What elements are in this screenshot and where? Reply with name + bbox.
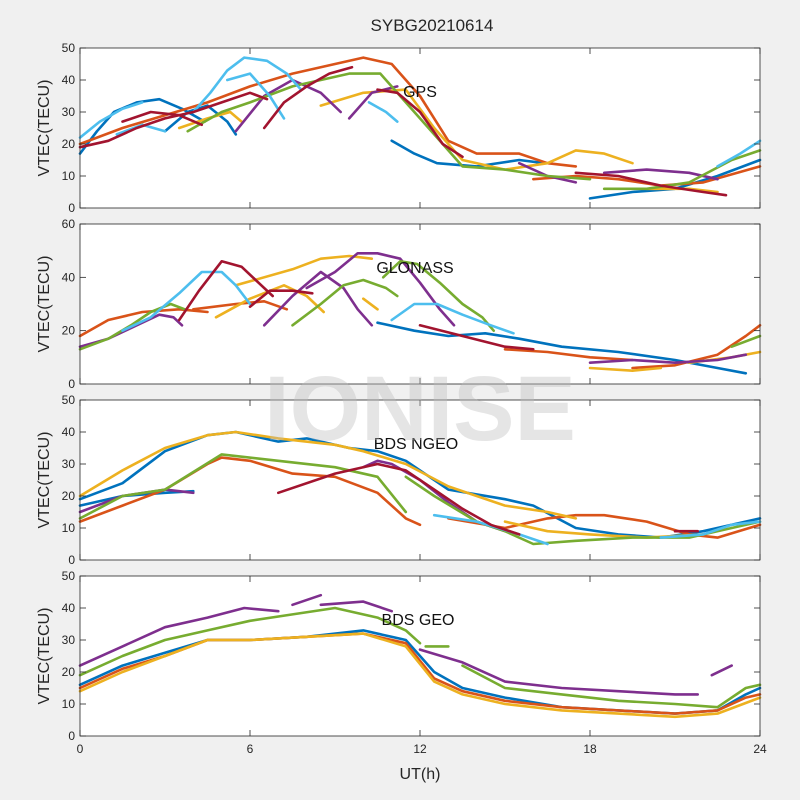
series-line [418, 648, 699, 696]
series-line [418, 324, 535, 351]
y-tick-label: 40 [62, 270, 76, 284]
series-line [177, 110, 243, 130]
y-tick-label: 0 [68, 377, 75, 391]
y-tick-label: 20 [62, 489, 76, 503]
y-tick-label: 10 [62, 697, 76, 711]
y-tick-label: 50 [62, 41, 76, 55]
series-line [163, 104, 238, 136]
series-line [716, 139, 762, 168]
y-tick-label: 20 [62, 665, 76, 679]
y-tick-label: 0 [68, 729, 75, 743]
series-line [291, 593, 323, 607]
series-line [376, 321, 748, 375]
panel-3: 0 10 20 30 40 50 0 6 12 18 24 VTEC(TECU) BDS GEO [36, 569, 767, 756]
series-line [78, 302, 187, 351]
series-line [78, 453, 408, 520]
series-line [78, 606, 280, 667]
series-line [710, 664, 733, 677]
series-line [631, 324, 762, 370]
series-line [362, 297, 379, 311]
x-tick-label: 24 [753, 742, 767, 756]
series-line [574, 171, 728, 197]
series-line [347, 85, 399, 120]
series-line [262, 65, 354, 130]
y-tick-label: 50 [62, 393, 76, 407]
panel-2: 0 10 20 30 40 50 VTEC(TECU) BDS NGEO [36, 393, 762, 567]
panel-0: 0 10 20 30 40 50 VTEC(TECU) GPS [36, 41, 762, 215]
series-line [390, 139, 546, 168]
y-tick-label: 40 [62, 73, 76, 87]
series-line [248, 289, 314, 308]
y-tick-label: 30 [62, 457, 76, 471]
series-line [186, 72, 592, 181]
series-line [381, 260, 495, 332]
x-tick-label: 12 [413, 742, 427, 756]
series-line [214, 284, 325, 319]
panel-label: GPS [403, 84, 437, 101]
panel-1: 0 20 40 60 VTEC(TECU) GLONASS [36, 217, 762, 391]
series-line [376, 88, 464, 159]
series-line [78, 606, 422, 677]
y-axis-label: VTEC(TECU) [36, 432, 53, 529]
series-line [319, 600, 393, 613]
series-line [588, 353, 748, 364]
x-tick-label: 0 [77, 742, 84, 756]
x-tick-label: 6 [247, 742, 254, 756]
series-line [390, 302, 515, 335]
panel-label: BDS NGEO [374, 436, 458, 453]
y-tick-label: 20 [62, 137, 76, 151]
y-axis-label: VTEC(TECU) [36, 256, 53, 353]
series-line [367, 101, 399, 123]
y-tick-label: 10 [62, 169, 76, 183]
series-line [78, 632, 762, 719]
y-tick-label: 0 [68, 553, 75, 567]
y-tick-label: 10 [62, 521, 76, 535]
y-tick-label: 30 [62, 105, 76, 119]
series-line [121, 110, 204, 127]
panel-label: BDS GEO [382, 612, 455, 629]
series-line [121, 270, 252, 332]
series-line [226, 72, 286, 120]
series-line [602, 149, 762, 191]
y-tick-label: 50 [62, 569, 76, 583]
series-line [78, 101, 144, 139]
series-line [659, 520, 762, 539]
panel-label: GLONASS [376, 260, 453, 277]
series-line [730, 334, 762, 348]
y-tick-label: 40 [62, 425, 76, 439]
y-axis-label: VTEC(TECU) [36, 80, 53, 177]
series-line [78, 56, 578, 168]
series-line [78, 308, 209, 338]
y-tick-label: 60 [62, 217, 76, 231]
series-line [291, 278, 399, 327]
series-line [277, 462, 521, 536]
series-line [588, 366, 663, 372]
watermark-text: IONISE [264, 358, 576, 460]
y-tick-label: 40 [62, 601, 76, 615]
x-tick-label: 18 [583, 742, 597, 756]
y-tick-label: 20 [62, 324, 76, 338]
series-line [461, 664, 762, 709]
x-axis-label: UT(h) [400, 766, 441, 783]
y-tick-label: 0 [68, 201, 75, 215]
figure-title: SYBG20210614 [371, 16, 494, 35]
series-line [177, 260, 274, 322]
series-line [78, 430, 578, 520]
y-axis-label: VTEC(TECU) [36, 608, 53, 705]
series-line [503, 348, 634, 362]
series-line [234, 254, 374, 287]
series-line [192, 56, 303, 114]
series-line [78, 456, 422, 527]
y-tick-label: 30 [62, 633, 76, 647]
series-line [262, 270, 374, 327]
